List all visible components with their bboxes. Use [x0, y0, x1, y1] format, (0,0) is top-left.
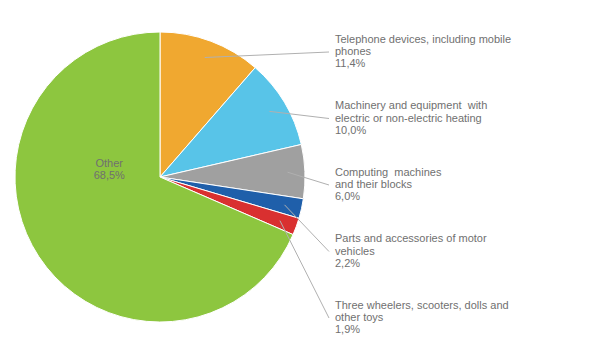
value-label: 68,5% [94, 169, 125, 181]
slice-label-line: Other [95, 156, 123, 168]
slice-label-line: Three wheelers, scooters, dolls and [335, 298, 509, 310]
slice-label: Computing machinesand their blocks [335, 165, 442, 190]
slice-label-line: Computing machines [335, 165, 442, 177]
labels: Other68,5% Telephone devices, including m… [94, 32, 511, 335]
value-label: 1,9% [335, 323, 360, 335]
slice-label: Machinery and equipment withelectric or … [335, 99, 487, 124]
slices [15, 32, 305, 322]
chart-container: Other68,5% Telephone devices, including m… [0, 0, 600, 354]
leader-line [280, 221, 329, 318]
slice-label-line: phones [335, 45, 372, 57]
value-label: 10,0% [335, 124, 366, 136]
value-label: 11,4% [335, 57, 366, 69]
slice-label: Telephone devices, including mobilephone… [335, 32, 511, 57]
leader-line [288, 172, 329, 185]
pie-slice [15, 32, 293, 322]
leader-lines [205, 52, 329, 318]
slice-label-line: other toys [335, 311, 384, 323]
slice-label-line: Parts and accessories of motor [335, 232, 487, 244]
slice-label-line: Machinery and equipment with [335, 99, 487, 111]
value-label: 2,2% [335, 257, 360, 269]
pie-chart: Other68,5% Telephone devices, including m… [0, 0, 600, 354]
leader-line [269, 111, 329, 118]
slice-label-line: electric or non-electric heating [335, 111, 482, 123]
slice-label-line: and their blocks [335, 178, 413, 190]
leader-line [285, 205, 329, 252]
slice-label: Parts and accessories of motorvehicles [335, 232, 487, 257]
leader-line [205, 52, 329, 57]
slice-label: Other [95, 156, 123, 168]
slice-label-line: Telephone devices, including mobile [335, 32, 511, 44]
slice-label: Three wheelers, scooters, dolls andother… [335, 298, 509, 323]
slice-label-line: vehicles [335, 244, 375, 256]
value-label: 6,0% [335, 190, 360, 202]
